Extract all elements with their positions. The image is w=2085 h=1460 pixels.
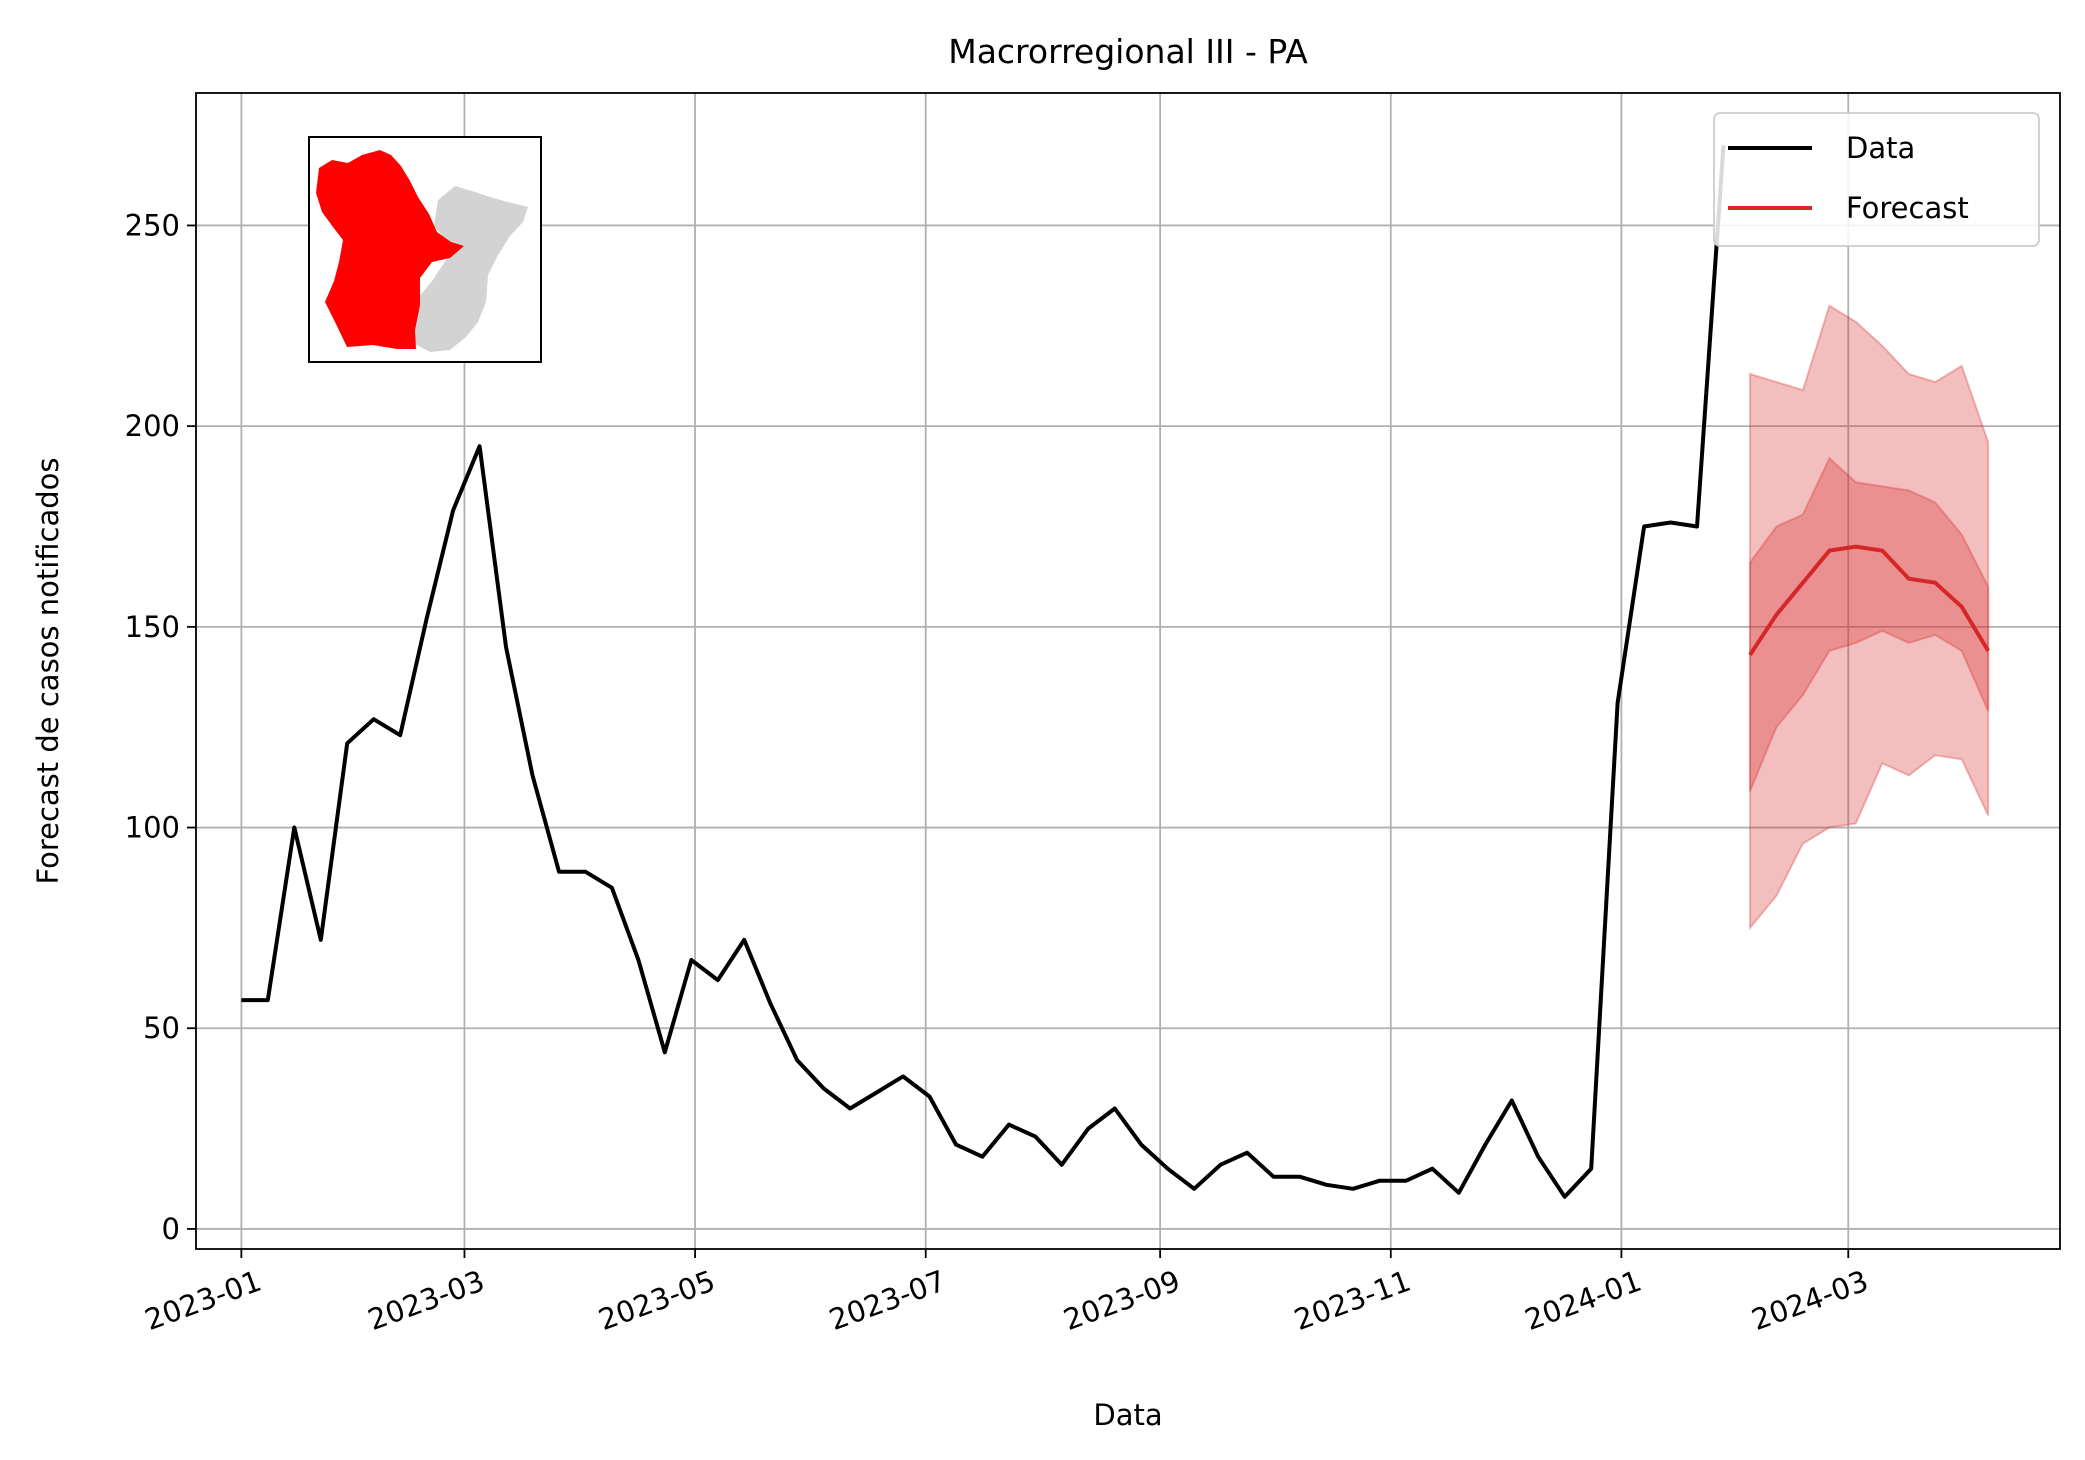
legend-data-label: Data bbox=[1846, 131, 1915, 165]
y-tick-label: 50 bbox=[143, 1011, 180, 1045]
forecast-line bbox=[1748, 544, 1990, 656]
x-axis-label: Data bbox=[1093, 1398, 1162, 1432]
y-tick-label: 200 bbox=[125, 409, 180, 443]
map-region-other bbox=[410, 186, 528, 352]
forecast-intervals bbox=[1749, 304, 1990, 931]
series-lines bbox=[241, 145, 1990, 1199]
forecast-90-interval bbox=[1749, 304, 1990, 931]
y-tick-label: 150 bbox=[125, 610, 180, 644]
forecast-50-interval bbox=[1749, 456, 1990, 792]
y-tick-label: 0 bbox=[162, 1212, 180, 1246]
y-tick-label: 250 bbox=[125, 208, 180, 242]
state-map-inset bbox=[308, 136, 542, 363]
legend-forecast-label: Forecast bbox=[1846, 191, 1969, 225]
chart-title: Macrorregional III - PA bbox=[948, 32, 1308, 71]
plot-frame bbox=[195, 92, 2061, 1250]
y-tick-label: 100 bbox=[125, 811, 180, 845]
map-region-highlight bbox=[316, 150, 464, 349]
data-line bbox=[241, 145, 1726, 1199]
y-axis-label: Forecast de casos notificados bbox=[31, 457, 65, 884]
legend: Data Forecast bbox=[1713, 112, 2040, 247]
